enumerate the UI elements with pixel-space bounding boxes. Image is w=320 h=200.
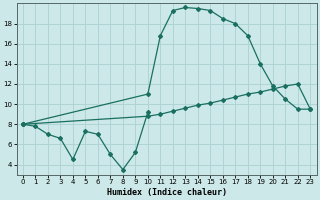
X-axis label: Humidex (Indice chaleur): Humidex (Indice chaleur) [107,188,227,197]
